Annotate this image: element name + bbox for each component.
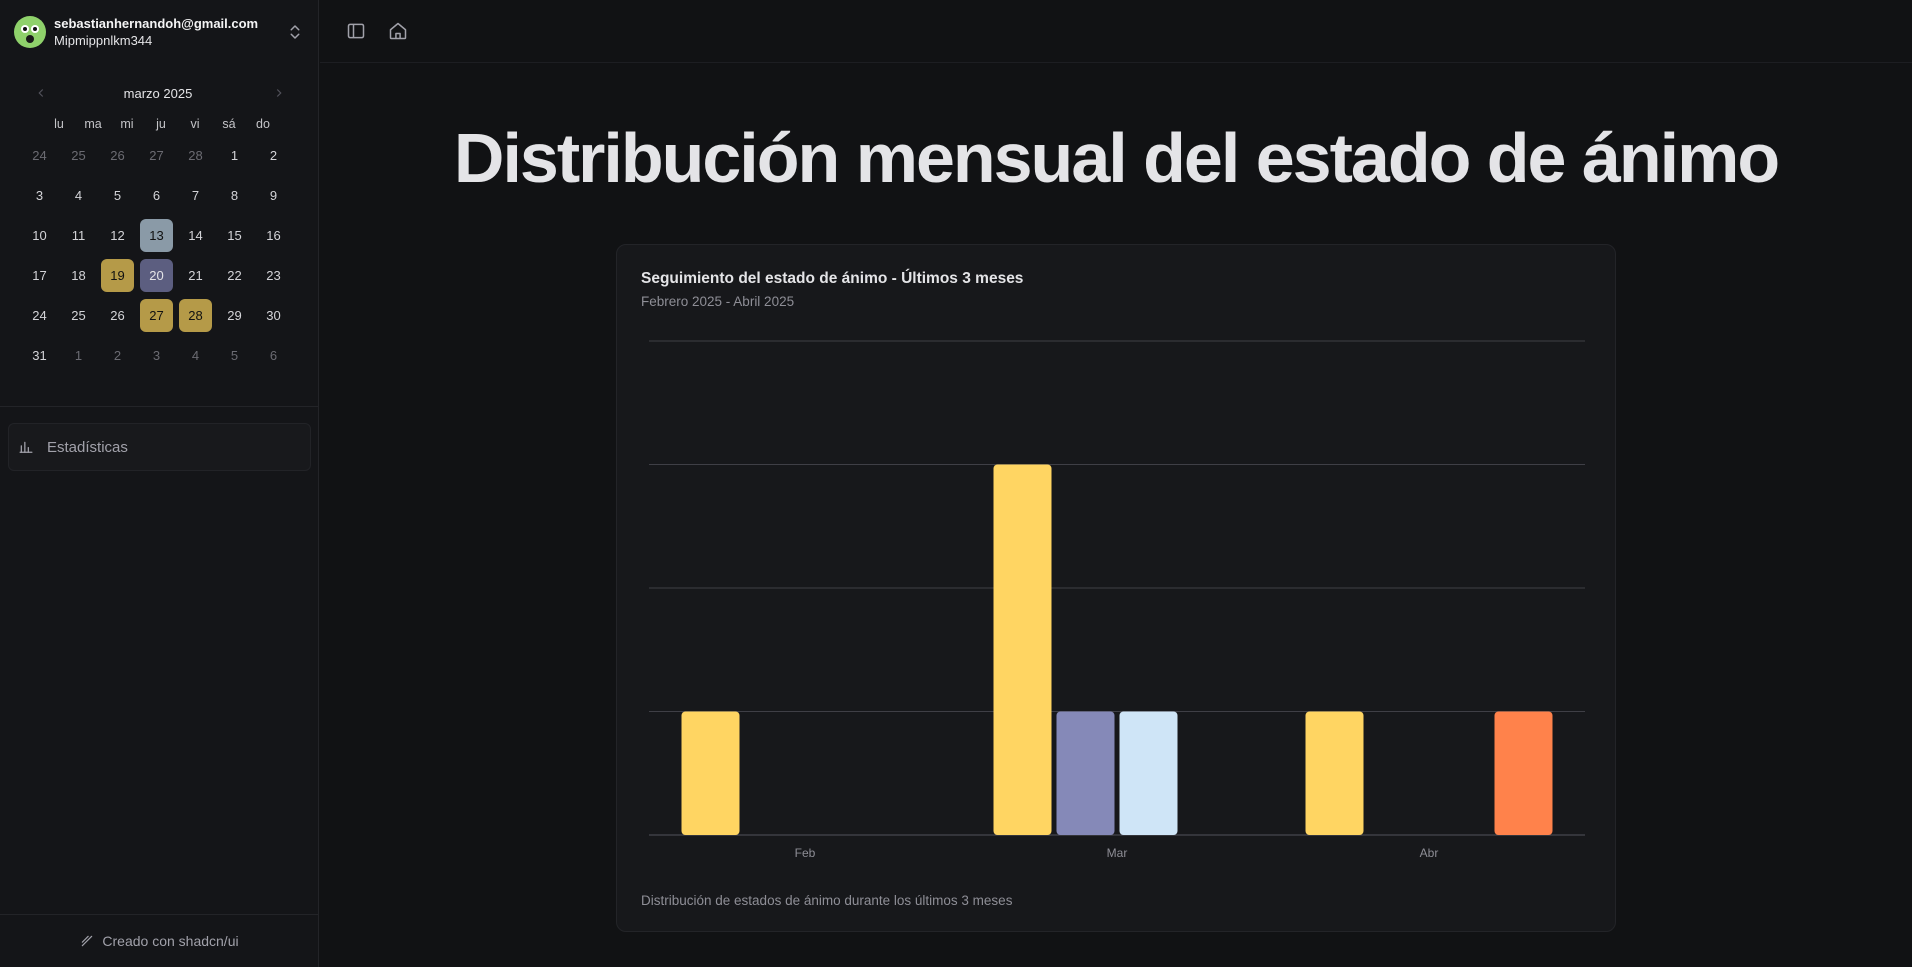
calendar-day[interactable]: 16 xyxy=(266,228,281,243)
card-footer: Distribución de estados de ánimo durante… xyxy=(641,893,1013,908)
weekday-label: mi xyxy=(120,117,134,131)
x-tick-label: Abr xyxy=(1420,846,1439,860)
calendar-day[interactable]: 9 xyxy=(269,188,278,203)
calendar-day[interactable]: 14 xyxy=(188,228,203,243)
calendar-day[interactable]: 24 xyxy=(32,148,47,163)
calendar-day[interactable]: 28 xyxy=(188,148,203,163)
mood-bar-chart: Feb Mar Abr xyxy=(649,340,1585,860)
calendar-day[interactable]: 26 xyxy=(110,308,125,323)
calendar-day[interactable]: 5 xyxy=(230,348,239,363)
previous-month-button[interactable] xyxy=(28,80,54,106)
card-subtitle: Febrero 2025 - Abril 2025 xyxy=(641,294,795,309)
sidebar-footer-divider xyxy=(0,914,319,915)
calendar-day[interactable]: 25 xyxy=(71,308,86,323)
calendar-day[interactable]: 27 xyxy=(149,148,164,163)
calendar-day[interactable]: 4 xyxy=(74,188,83,203)
calendar-day[interactable]: 18 xyxy=(71,268,86,283)
calendar-day[interactable]: 3 xyxy=(152,348,161,363)
calendar-day[interactable]: 20 xyxy=(140,259,173,292)
calendar-day[interactable]: 1 xyxy=(230,148,239,163)
calendar-day[interactable]: 30 xyxy=(266,308,281,323)
avatar xyxy=(14,16,46,48)
chevron-left-icon xyxy=(38,89,44,97)
calendar-day[interactable]: 3 xyxy=(35,188,44,203)
user-switcher[interactable]: sebastianhernandoh@gmail.com Mipmippnlkm… xyxy=(14,14,304,50)
calendar-day[interactable]: 25 xyxy=(71,148,86,163)
topbar xyxy=(320,0,1912,63)
calendar-day[interactable]: 24 xyxy=(32,308,47,323)
calendar-day[interactable]: 12 xyxy=(110,228,125,243)
home-icon[interactable] xyxy=(388,21,408,41)
calendar-day[interactable]: 15 xyxy=(227,228,242,243)
calendar-day[interactable]: 6 xyxy=(152,188,161,203)
sidebar-toggle-icon[interactable] xyxy=(346,21,366,41)
calendar-day[interactable]: 26 xyxy=(110,148,125,163)
calendar-day[interactable]: 2 xyxy=(269,148,278,163)
chevrons-up-down-icon[interactable] xyxy=(286,23,304,41)
calendar-day[interactable]: 21 xyxy=(188,268,203,283)
user-name: Mipmippnlkm344 xyxy=(54,33,153,48)
calendar-day[interactable]: 13 xyxy=(140,219,173,252)
calendar-day[interactable]: 29 xyxy=(227,308,242,323)
calendar-day[interactable]: 6 xyxy=(269,348,278,363)
sidebar-item-statistics[interactable]: Estadísticas xyxy=(8,423,311,471)
calendar-weekdays: lu ma mi ju vi sá do xyxy=(42,117,294,131)
calendar-day[interactable]: 8 xyxy=(230,188,239,203)
sidebar-divider xyxy=(0,406,319,407)
chart-bar xyxy=(1305,711,1364,835)
user-email: sebastianhernandoh@gmail.com xyxy=(54,16,259,31)
calendar-month-label: marzo 2025 xyxy=(123,86,193,101)
pen-icon xyxy=(82,935,93,947)
calendar-day[interactable]: 31 xyxy=(32,348,47,363)
page-title: Distribución mensual del estado de ánimo xyxy=(453,119,1780,197)
calendar-day[interactable]: 17 xyxy=(32,268,47,283)
calendar-day[interactable]: 4 xyxy=(191,348,200,363)
chart-bar xyxy=(1119,711,1178,835)
calendar-day[interactable]: 2 xyxy=(113,348,122,363)
bar-chart-icon xyxy=(19,441,33,453)
credit-link[interactable]: Creado con shadcn/ui xyxy=(0,933,319,949)
calendar-day[interactable]: 27 xyxy=(140,299,173,332)
sidebar-item-label: Estadísticas xyxy=(47,438,128,456)
calendar-grid: 24 25 26 27 28 1 2 3 4 5 6 7 8 9 10 11 12 13 14 15 16 17 18 19 2… xyxy=(20,136,294,376)
x-tick-label: Feb xyxy=(795,846,816,860)
sidebar: sebastianhernandoh@gmail.com Mipmippnlkm… xyxy=(0,0,319,967)
calendar: marzo 2025 lu ma mi ju vi sá do 24 25 26 27 28 1 2 3 4… xyxy=(22,80,294,376)
credit-text: Creado con shadcn/ui xyxy=(102,933,239,949)
calendar-day[interactable]: 11 xyxy=(71,228,86,243)
calendar-day[interactable]: 10 xyxy=(32,228,47,243)
chart-bar xyxy=(1056,711,1115,835)
weekday-label: lu xyxy=(54,117,64,131)
x-tick-label: Mar xyxy=(1107,846,1128,860)
chart-bar xyxy=(1494,711,1553,835)
weekday-label: do xyxy=(256,117,270,131)
chart-bar xyxy=(681,711,740,835)
card-title: Seguimiento del estado de ánimo - Último… xyxy=(641,270,1024,287)
calendar-day[interactable]: 22 xyxy=(227,268,242,283)
calendar-day[interactable]: 7 xyxy=(191,188,200,203)
weekday-label: ma xyxy=(84,117,102,131)
calendar-day[interactable]: 5 xyxy=(113,188,122,203)
chevron-right-icon xyxy=(276,89,282,97)
chart-bar xyxy=(993,464,1052,835)
chart-card: Seguimiento del estado de ánimo - Último… xyxy=(616,244,1616,932)
calendar-day[interactable]: 1 xyxy=(74,348,83,363)
calendar-day[interactable]: 28 xyxy=(179,299,212,332)
calendar-day[interactable]: 23 xyxy=(266,268,281,283)
weekday-label: sá xyxy=(222,117,236,131)
weekday-label: vi xyxy=(190,117,200,131)
calendar-day[interactable]: 19 xyxy=(101,259,134,292)
next-month-button[interactable] xyxy=(266,80,292,106)
weekday-label: ju xyxy=(156,117,166,131)
